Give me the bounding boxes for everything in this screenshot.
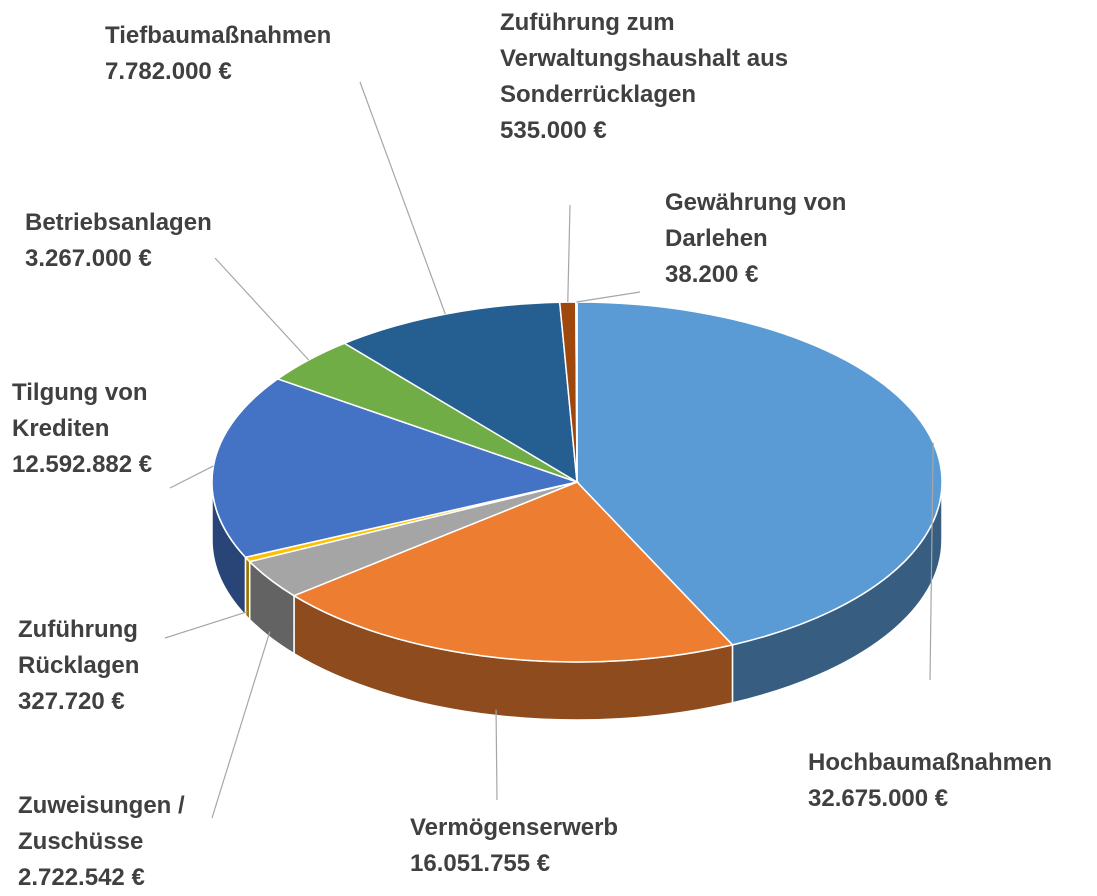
value-label: 327.720 € <box>18 688 125 715</box>
leader-line <box>164 611 248 639</box>
category-label: Zuführung zum Verwaltungshaushalt aus So… <box>500 9 789 108</box>
leader-line <box>359 81 446 315</box>
value-label: 32.675.000 € <box>808 785 949 812</box>
slice <box>342 301 578 484</box>
value-label: 2.722.542 € <box>18 864 145 891</box>
data-label: Gewährung von Darlehen 38.200 € <box>665 185 895 293</box>
data-label: Hochbaumaßnahmen 32.675.000 € <box>808 745 1097 817</box>
leader-line <box>929 442 934 681</box>
data-label: Zuweisungen / Zuschüsse 2.722.542 € <box>18 788 218 896</box>
category-label: Gewährung von Darlehen <box>665 189 847 252</box>
data-label: Zuführung zum Verwaltungshaushalt aus So… <box>500 5 830 149</box>
category-label: Tilgung von Krediten <box>12 379 148 442</box>
leader-line <box>576 291 641 303</box>
leader-line <box>169 465 214 489</box>
leader-line <box>495 709 498 801</box>
value-label: 12.592.882 € <box>12 451 153 478</box>
data-label: Tiefbaumaßnahmen 7.782.000 € <box>105 18 405 90</box>
category-label: Betriebsanlagen <box>25 209 212 236</box>
value-label: 16.051.755 € <box>410 850 551 877</box>
data-label: Vermögenserwerb 16.051.755 € <box>410 810 690 882</box>
leader-line <box>214 257 310 361</box>
data-label: Zuführung Rücklagen 327.720 € <box>18 612 188 720</box>
data-label: Tilgung von Krediten 12.592.882 € <box>12 375 202 483</box>
value-label: 535.000 € <box>500 117 607 144</box>
value-label: 38.200 € <box>665 261 759 288</box>
category-label: Hochbaumaßnahmen <box>808 749 1053 776</box>
slice <box>292 481 734 663</box>
value-label: 7.782.000 € <box>105 58 232 85</box>
leader-line <box>567 204 571 303</box>
category-label: Vermögenserwerb <box>410 814 619 841</box>
category-label: Tiefbaumaßnahmen <box>105 22 332 49</box>
data-label: Betriebsanlagen 3.267.000 € <box>25 205 285 277</box>
category-label: Zuführung Rücklagen <box>18 616 140 679</box>
value-label: 3.267.000 € <box>25 245 152 272</box>
leader-line <box>211 631 271 819</box>
category-label: Zuweisungen / Zuschüsse <box>18 792 185 855</box>
